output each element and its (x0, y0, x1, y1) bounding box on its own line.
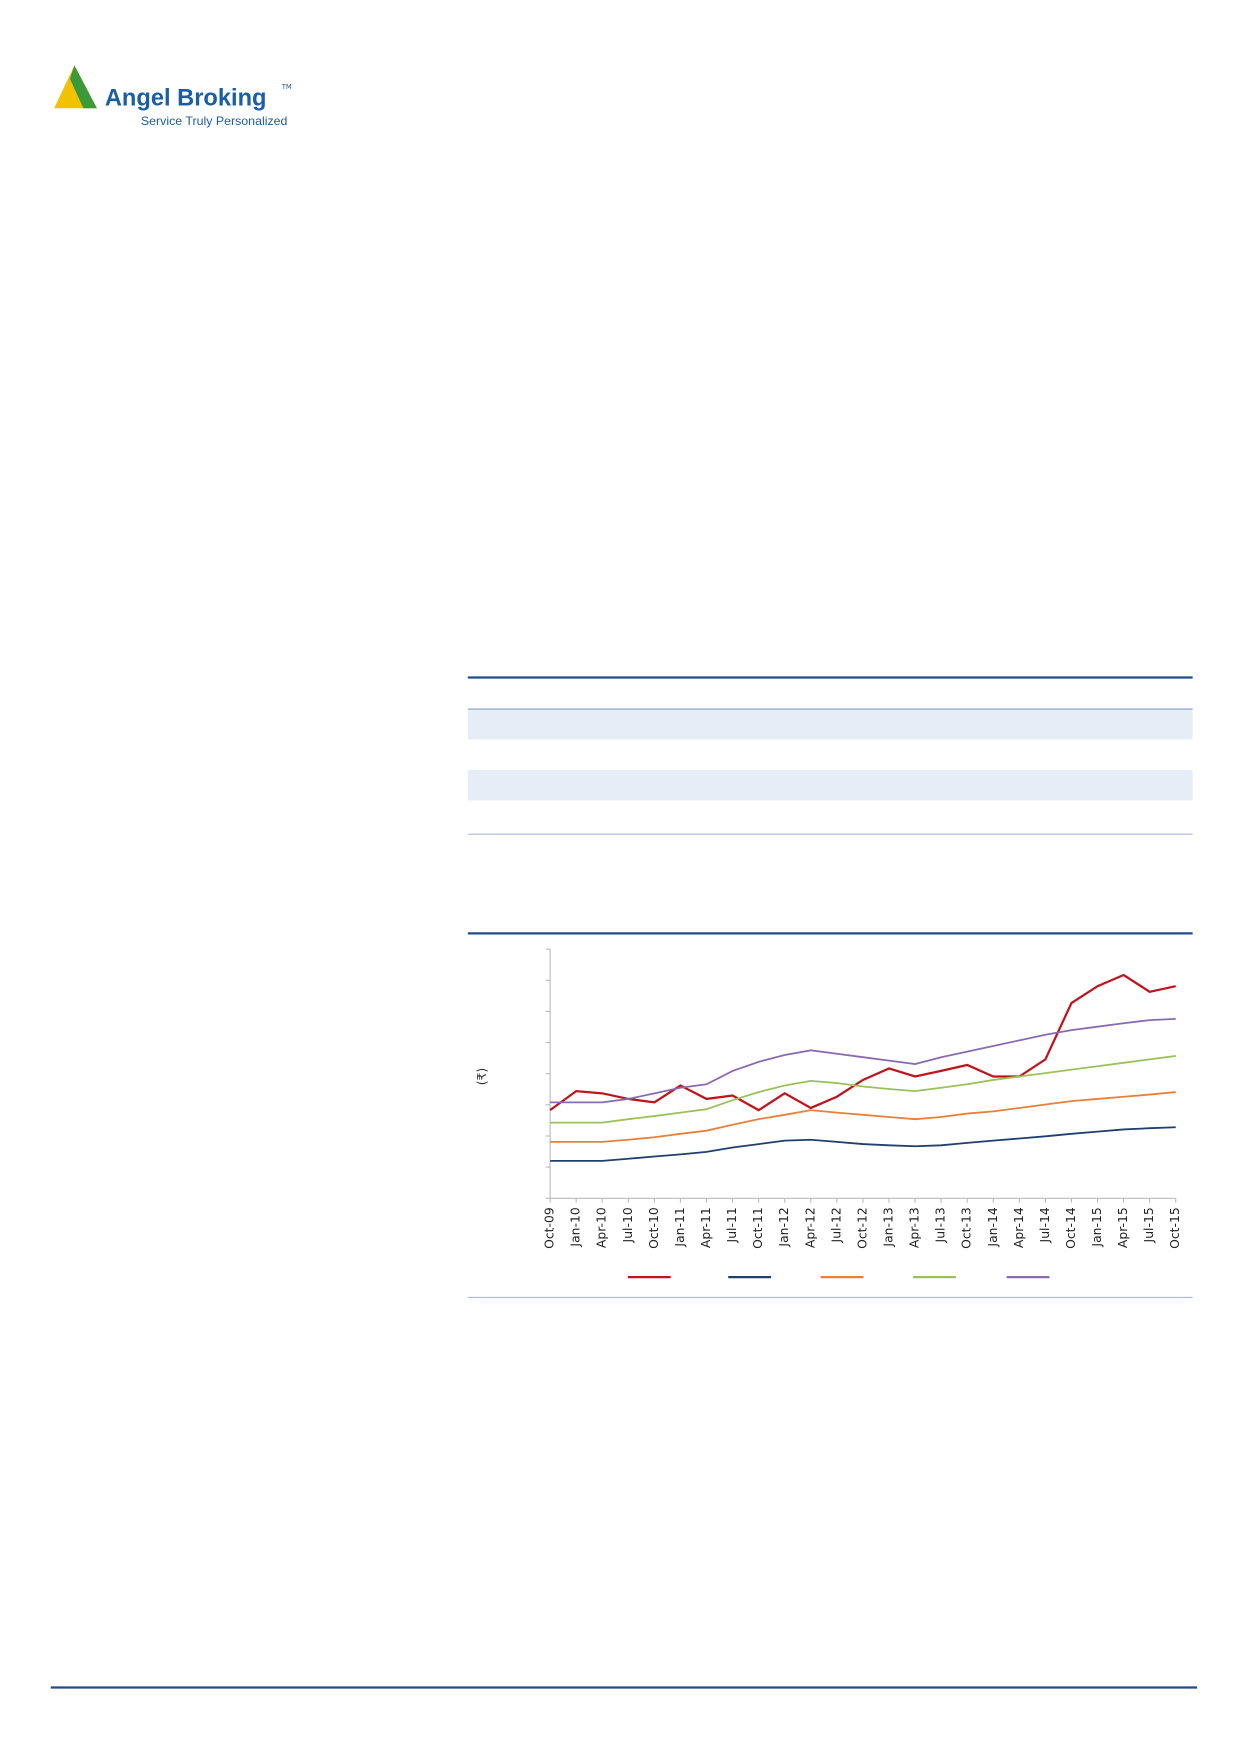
x-tick-label: Oct-10 (646, 1207, 661, 1249)
x-tick-label: Oct-09 (542, 1207, 557, 1249)
x-tick-label: Jul-13 (933, 1207, 948, 1243)
x-tick-label: Oct-11 (750, 1207, 765, 1249)
chart: Oct-09 Jan-10 Apr-10 Jul-10 Oct-10 Jan-11 Apr-… (542, 948, 1182, 1279)
row-shade (467, 709, 1193, 740)
y-axis-label: (₹) (474, 1068, 489, 1086)
table (467, 676, 1193, 835)
x-tick-label: Jan-12 (776, 1207, 791, 1247)
x-tick-label: Jul-15 (1141, 1207, 1156, 1243)
x-tick-label: Apr-11 (698, 1207, 713, 1248)
x-tick-label: Jan-10 (568, 1207, 583, 1247)
series-line (550, 1055, 1176, 1124)
x-tick-label: Jan-15 (1089, 1207, 1104, 1247)
x-tick-label: Apr-10 (594, 1207, 609, 1248)
x-tick-label: Jul-10 (620, 1207, 635, 1243)
x-tick-label: Apr-14 (1011, 1207, 1026, 1248)
logo-triangle (69, 65, 97, 109)
series-line (550, 1017, 1176, 1104)
x-tick-label: Jul-14 (1037, 1207, 1052, 1243)
x-tick-label: Jan-13 (880, 1207, 895, 1247)
x-tick-label: Oct-12 (854, 1207, 869, 1249)
logo: Angel Broking TM Service Truly Personali… (54, 65, 292, 128)
x-tick-label: Jul-11 (724, 1207, 739, 1243)
series-line (549, 973, 1176, 1112)
x-tick-label: Jan-14 (985, 1207, 1000, 1247)
x-tick-label: Oct-14 (1063, 1207, 1078, 1249)
tagline: Service Truly Personalized (141, 114, 288, 128)
x-tick-label: Apr-15 (1115, 1207, 1130, 1248)
logo-text: Angel Broking (105, 85, 267, 111)
x-tick-label: Oct-13 (959, 1207, 974, 1249)
x-tick-label: Apr-12 (802, 1207, 817, 1248)
row-shade (467, 769, 1193, 801)
series-line (550, 1091, 1176, 1143)
x-tick-label: Apr-13 (907, 1207, 922, 1248)
x-tick-label: Jan-11 (672, 1207, 687, 1247)
x-tick-label: Oct-15 (1167, 1207, 1182, 1249)
series-line (550, 1126, 1176, 1162)
trademark: TM (281, 83, 292, 91)
x-tick-label: Jul-12 (828, 1207, 843, 1243)
